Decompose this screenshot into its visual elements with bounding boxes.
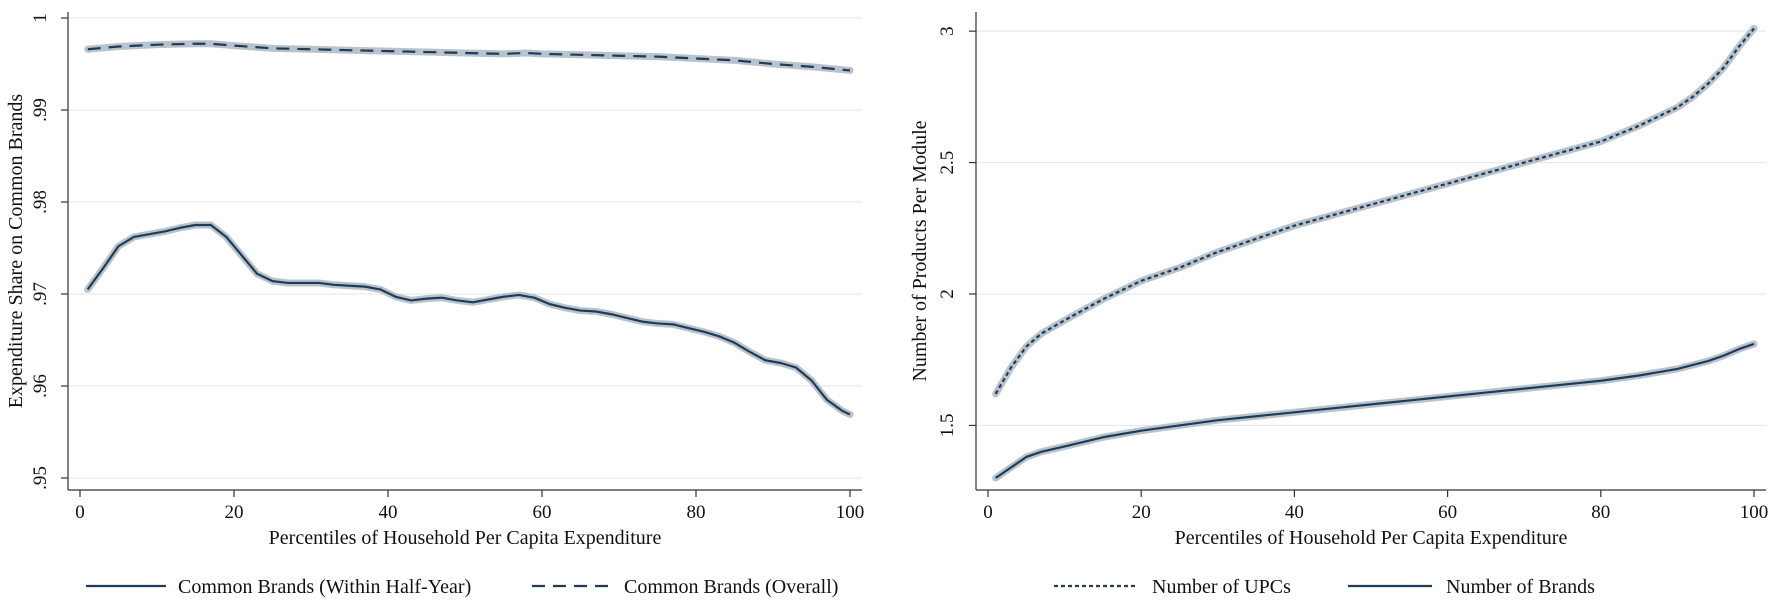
y-tick-label: 3	[937, 26, 958, 36]
y-tick-label: 1	[30, 13, 51, 23]
x-tick-label: 0	[75, 502, 85, 523]
y-tick-label: 1.5	[937, 414, 958, 438]
x-tick-label: 20	[225, 502, 244, 523]
legend-label: Number of UPCs	[1152, 576, 1291, 598]
x-tick-label: 20	[1132, 502, 1151, 523]
x-tick-label: 80	[687, 502, 706, 523]
right-panel-chart: 1.5 2 2.5 3 0 20 40 60 80 100 Percentiles of House…	[909, 12, 1768, 598]
y-tick-label: .97	[30, 282, 51, 306]
y-tick-label: 2.5	[937, 151, 958, 175]
y-axis-title: Number of Products Per Module	[909, 120, 931, 381]
x-tick-label: 40	[379, 502, 398, 523]
x-tick-label: 100	[1740, 502, 1769, 523]
x-tick-label: 60	[533, 502, 552, 523]
legend-label: Common Brands (Within Half-Year)	[178, 576, 471, 598]
series-confidence-band	[992, 340, 1758, 482]
y-tick-label: 2	[937, 289, 958, 299]
legend-label: Number of Brands	[1446, 576, 1595, 598]
series-line	[994, 27, 1755, 395]
left-panel-chart: .95 .96 .97 .98 .99 1 0 20 40 60 80 100 Percentiles …	[5, 12, 864, 598]
y-tick-label: .99	[30, 98, 51, 122]
x-axis-title: Percentiles of Household Per Capita Expe…	[269, 527, 662, 549]
x-tick-label: 40	[1285, 502, 1304, 523]
y-axis-title: Expenditure Share on Common Brands	[5, 94, 27, 409]
y-tick-label: .96	[30, 374, 51, 398]
x-axis-title: Percentiles of Household Per Capita Expe…	[1175, 527, 1568, 549]
series-line	[995, 342, 1755, 479]
y-tick-label: .95	[30, 466, 51, 490]
x-tick-label: 60	[1438, 502, 1457, 523]
series-line	[87, 42, 851, 72]
legend-label: Common Brands (Overall)	[624, 576, 838, 598]
series-confidence-band	[992, 25, 1758, 398]
x-tick-label: 0	[983, 502, 993, 523]
y-tick-label: .98	[30, 190, 51, 214]
series-line	[86, 223, 851, 416]
series-confidence-band	[84, 40, 854, 74]
x-tick-label: 80	[1591, 502, 1610, 523]
x-tick-label: 100	[836, 502, 865, 523]
